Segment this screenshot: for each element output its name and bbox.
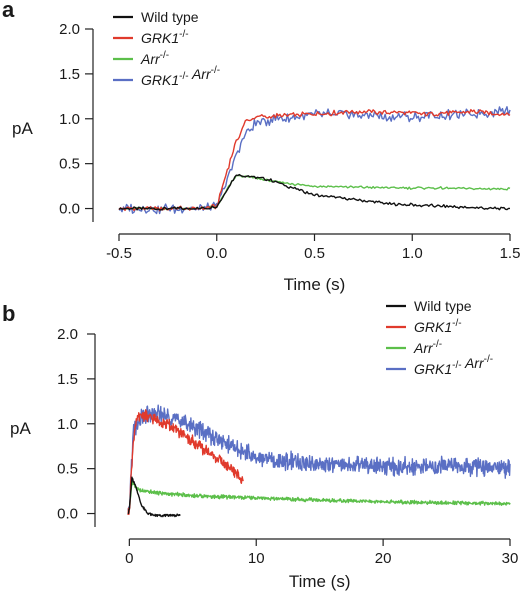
y-tick-label: 0.5 <box>59 156 80 173</box>
x-tick-label: 1.0 <box>402 245 423 262</box>
x-tick-label: 0 <box>125 550 133 567</box>
y-tick-label: 1.0 <box>59 111 80 128</box>
legend-label: GRK1-/- Arr-/- <box>141 65 220 88</box>
legend-label: GRK1-/- <box>141 29 189 46</box>
x-tick-label: 0.0 <box>206 245 227 262</box>
legend-label: GRK1-/- Arr-/- <box>414 354 493 377</box>
y-tick-label: 1.5 <box>59 66 80 83</box>
x-tick-label: 1.5 <box>500 245 521 262</box>
x-tick-label: 30 <box>502 550 519 567</box>
x-axis-title: Time (s) <box>289 572 351 591</box>
panel-label-a: a <box>2 0 15 22</box>
legend-label: Arr-/- <box>140 50 169 67</box>
legend-label: Wild type <box>141 9 199 25</box>
series-line-arr <box>127 481 511 514</box>
series-line-grk1-arr <box>118 106 511 215</box>
y-tick-label: 0.5 <box>57 461 78 478</box>
series-line-arr <box>118 174 511 211</box>
legend-label: Wild type <box>414 298 472 314</box>
legend: Wild type GRK1-/- Arr-/-GRK1-/- Arr-/- <box>113 9 220 88</box>
x-tick-label: -0.5 <box>106 245 132 262</box>
y-axis-title: pA <box>10 419 31 438</box>
x-tick-label: 0.5 <box>304 245 325 262</box>
y-tick-label: 0.0 <box>57 506 78 523</box>
x-tick-label: 10 <box>248 550 265 567</box>
series-line-grk1 <box>127 409 244 516</box>
x-axis-title: Time (s) <box>284 275 346 294</box>
chart-panel-b: 0.0 0.5 1.0 1.5 2.0 0 10 20 30 Time (s) pA Wild typ… <box>10 298 518 591</box>
y-tick-label: 2.0 <box>57 326 78 343</box>
y-tick-label: 1.5 <box>57 371 78 388</box>
series-line-wild-type <box>118 173 511 211</box>
series-line-wild-type <box>127 476 181 518</box>
x-tick-label: 20 <box>375 550 392 567</box>
y-axis-title: pA <box>12 119 33 138</box>
panel-label-b: b <box>2 301 15 326</box>
y-tick-label: 2.0 <box>59 21 80 38</box>
legend-label: Arr-/- <box>413 339 442 356</box>
legend: Wild type GRK1-/- Arr-/-GRK1-/- Arr-/- <box>386 298 493 377</box>
y-tick-label: 0.0 <box>59 201 80 218</box>
y-tick-label: 1.0 <box>57 416 78 433</box>
legend-label: GRK1-/- <box>414 318 462 335</box>
chart-panel-a: 0.0 0.5 1.0 1.5 2.0 -0.5 0.0 0.5 1.0 1.5 Time (s) p… <box>12 9 520 294</box>
series-line-grk1-arr <box>127 404 511 511</box>
